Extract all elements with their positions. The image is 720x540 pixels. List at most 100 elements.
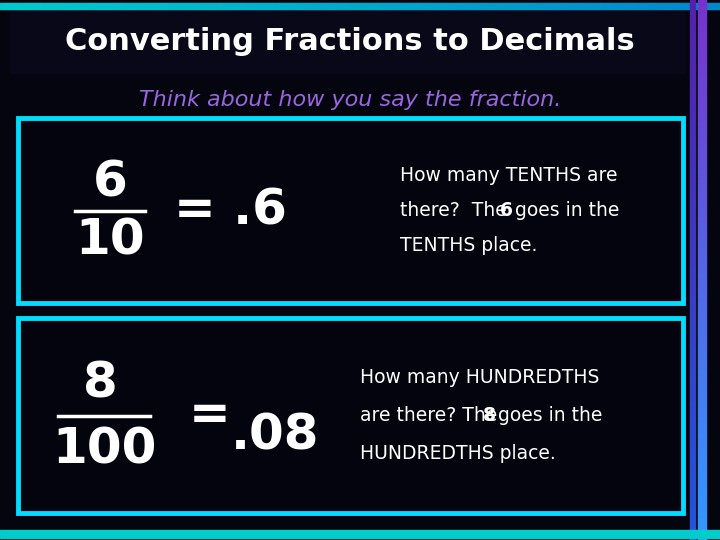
Bar (690, 474, 695, 475)
Bar (698, 3, 699, 9)
Bar (690, 356, 695, 357)
Bar (342, 3, 343, 9)
Bar (690, 49, 695, 50)
Bar (690, 327, 695, 328)
Bar (145, 3, 146, 9)
Bar (80, 3, 81, 9)
Bar (429, 3, 430, 9)
Bar (698, 274, 706, 275)
Bar (690, 499, 695, 500)
Bar (690, 150, 695, 151)
Bar (698, 180, 706, 181)
Bar (690, 323, 695, 324)
Bar (690, 241, 695, 242)
Bar (698, 161, 706, 162)
Bar (698, 343, 706, 344)
Bar (355, 3, 356, 9)
Bar (457, 3, 458, 9)
Bar (590, 3, 591, 9)
Bar (613, 3, 614, 9)
Bar (690, 68, 695, 69)
Bar (299, 3, 300, 9)
Bar (698, 498, 706, 499)
Bar (698, 461, 706, 462)
Bar (270, 3, 271, 9)
Bar (690, 453, 695, 454)
Bar (68, 3, 69, 9)
Bar (698, 328, 706, 329)
Bar (698, 120, 706, 121)
Bar (176, 3, 177, 9)
Bar (690, 92, 695, 93)
Bar (698, 453, 706, 454)
Bar (698, 410, 706, 411)
Bar (690, 467, 695, 468)
Bar (509, 3, 510, 9)
Bar (698, 335, 706, 336)
Bar (713, 3, 714, 9)
Bar (677, 3, 678, 9)
Bar (37, 3, 38, 9)
Bar (315, 3, 316, 9)
Bar (698, 322, 706, 323)
Bar (698, 497, 706, 498)
Bar (690, 374, 695, 375)
Bar (698, 312, 706, 313)
Bar (377, 3, 378, 9)
Bar (698, 367, 706, 368)
Bar (175, 3, 176, 9)
Bar (690, 146, 695, 147)
Bar (123, 3, 124, 9)
Bar (224, 3, 225, 9)
Bar (690, 259, 695, 260)
Bar (690, 530, 695, 531)
Bar (698, 416, 706, 417)
Bar (609, 3, 610, 9)
Bar (304, 3, 305, 9)
Bar (615, 3, 616, 9)
Bar (698, 373, 706, 374)
Bar (690, 254, 695, 255)
Bar (698, 269, 706, 270)
Bar (11, 3, 12, 9)
Bar (698, 371, 706, 372)
Bar (698, 105, 706, 106)
Bar (43, 3, 44, 9)
Bar (608, 3, 609, 9)
Bar (698, 413, 706, 414)
Bar (690, 343, 695, 344)
Bar (698, 34, 706, 35)
Bar (698, 314, 706, 315)
Bar (698, 112, 706, 113)
Bar (698, 227, 706, 228)
Bar (690, 156, 695, 157)
Bar (690, 89, 695, 90)
Bar (413, 3, 414, 9)
Bar (690, 344, 695, 345)
Bar (581, 3, 582, 9)
Bar (698, 394, 706, 395)
Bar (690, 398, 695, 399)
Bar (690, 52, 695, 53)
Bar (690, 303, 695, 304)
Bar (216, 3, 217, 9)
Bar (325, 3, 326, 9)
Bar (690, 314, 695, 315)
Bar (698, 454, 706, 455)
Bar (510, 3, 511, 9)
Bar (469, 3, 470, 9)
Bar (71, 3, 72, 9)
Bar (698, 347, 706, 348)
Bar (15, 3, 16, 9)
Bar (690, 78, 695, 79)
Bar (66, 3, 67, 9)
Bar (690, 291, 695, 292)
Bar (698, 153, 706, 154)
Bar (630, 3, 631, 9)
Bar (474, 3, 475, 9)
Bar (690, 218, 695, 219)
Bar (698, 61, 706, 62)
Bar (163, 3, 164, 9)
Bar (698, 253, 706, 254)
Bar (698, 425, 706, 426)
